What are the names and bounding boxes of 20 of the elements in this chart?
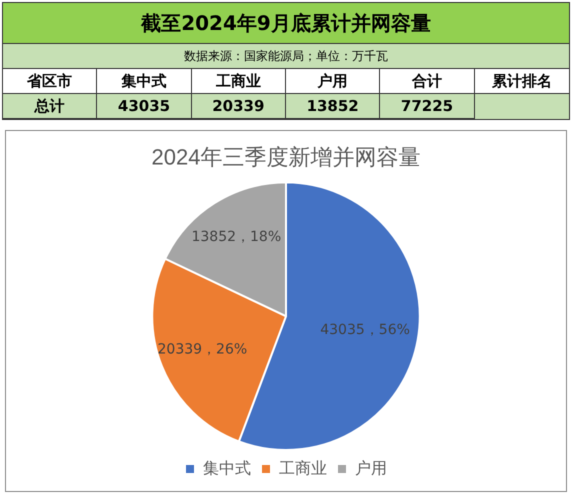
data-label: 13852，18% [191,229,282,246]
text: 集中式 [97,69,192,94]
text: 省区市 [3,69,98,94]
text: 累计排名 [474,69,569,94]
text: 数据来源：国家能源局；单位：万千瓦 [3,44,569,69]
text: 户用 [286,69,380,94]
data-label: 43035，56% [320,322,410,338]
text: 20339 [192,94,286,119]
chart-title: 2024年三季度新增并网容量 [152,144,420,170]
legend-label: 集中式 [203,459,251,478]
text: 43035 [97,94,192,119]
text: 合计 [380,69,475,94]
text: 截至2024年9月底累计并网容量 [3,3,569,44]
text: 77225 [380,94,475,119]
text: 总计 [3,94,98,119]
legend-label: 工商业 [279,459,327,478]
text: 工商业 [192,69,286,94]
legend-label: 户用 [355,459,387,478]
text: 13852 [286,94,380,119]
data-label: 20339，26% [158,342,248,358]
